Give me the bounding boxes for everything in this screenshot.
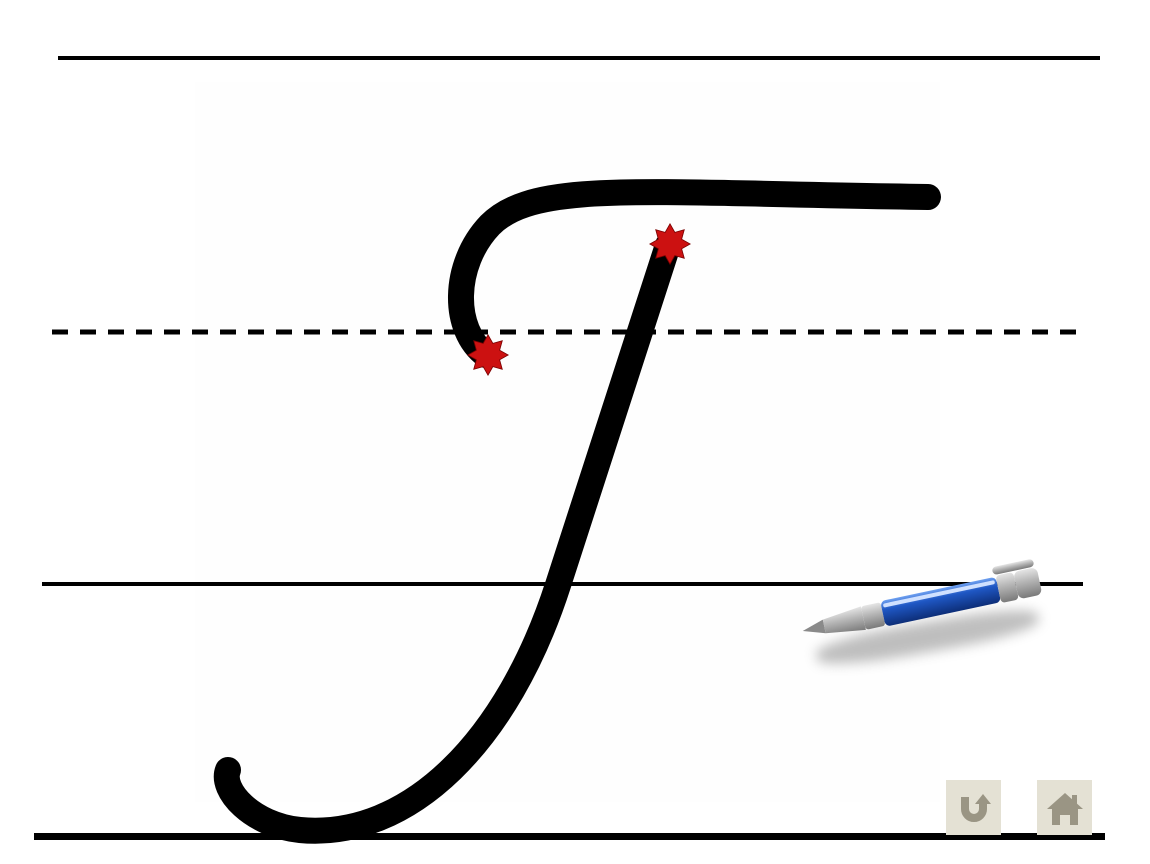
cursive-letter-J	[0, 0, 1150, 864]
second-marker-icon	[649, 223, 691, 265]
redo-icon	[953, 787, 995, 829]
redo-button[interactable]	[946, 780, 1001, 835]
home-icon	[1044, 787, 1086, 829]
pen-icon	[800, 560, 1050, 650]
handwriting-canvas	[0, 0, 1150, 864]
start-marker-icon	[467, 334, 509, 376]
home-button[interactable]	[1037, 780, 1092, 835]
